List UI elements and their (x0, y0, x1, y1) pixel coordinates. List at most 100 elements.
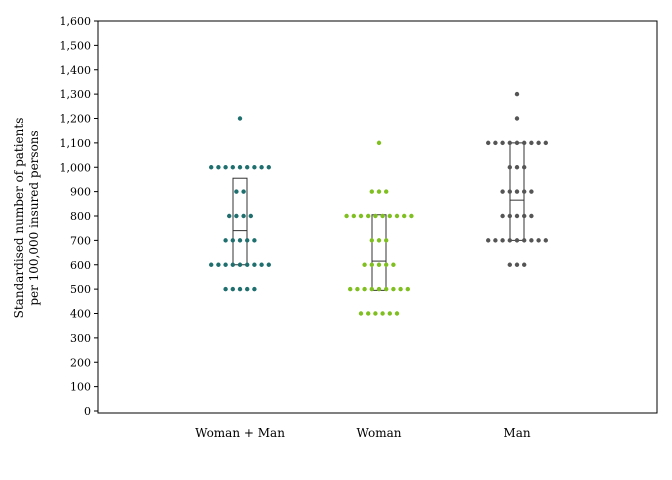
data-point (355, 286, 360, 292)
data-point (394, 213, 400, 219)
data-point (216, 262, 221, 267)
y-axis: 0 100 200 300 400 500 600 700 800 900 1,000 1,100 1,… (60, 15, 98, 418)
data-point (380, 311, 385, 316)
series-group (486, 91, 548, 267)
data-point (507, 213, 512, 219)
data-point (223, 238, 228, 243)
data-point (514, 189, 520, 194)
y-tick-label: 700 (70, 234, 91, 247)
y-tick-label: 0 (84, 405, 91, 418)
data-point (245, 238, 250, 243)
data-point (384, 262, 389, 267)
data-point (522, 189, 527, 194)
data-point (344, 213, 349, 219)
data-point (529, 140, 534, 146)
data-point (387, 213, 392, 219)
data-point (362, 262, 367, 267)
y-tick-label: 400 (70, 308, 91, 321)
data-point (409, 213, 414, 219)
data-point (234, 189, 239, 194)
data-point (529, 189, 534, 194)
y-tick-label: 600 (70, 259, 91, 272)
data-point (230, 238, 235, 243)
data-point (376, 262, 382, 267)
data-point (514, 213, 520, 219)
data-point (514, 91, 520, 97)
data-point (230, 165, 235, 170)
data-point (351, 213, 356, 219)
y-axis-title-line-1: Standardised number of patients (12, 118, 26, 319)
data-point (391, 262, 396, 267)
data-point (493, 238, 498, 243)
iqr-box (371, 214, 387, 291)
data-point (384, 238, 389, 243)
y-tick-label: 1,300 (60, 88, 92, 101)
data-point (348, 286, 353, 292)
data-point (391, 286, 396, 292)
data-point (522, 213, 527, 219)
data-point (266, 262, 271, 267)
data-point (369, 238, 374, 243)
data-point (384, 189, 389, 194)
data-point (514, 238, 520, 243)
data-point (522, 262, 527, 267)
x-axis: Woman + Man Woman Man (195, 426, 531, 440)
data-point (248, 213, 253, 219)
data-point (369, 286, 374, 292)
data-point (358, 311, 364, 316)
y-tick-label: 1,100 (60, 137, 92, 150)
data-point (486, 140, 491, 146)
data-point (373, 213, 378, 219)
data-point (376, 286, 382, 292)
data-point (227, 213, 232, 219)
data-point (486, 238, 491, 243)
data-point (266, 165, 271, 170)
data-point (376, 238, 382, 243)
data-point (507, 189, 512, 194)
data-point (402, 213, 407, 219)
data-point (500, 213, 505, 219)
data-point (493, 140, 498, 146)
data-point (366, 311, 371, 316)
x-category-label: Woman + Man (195, 426, 285, 440)
x-category-label: Woman (356, 426, 401, 440)
y-tick-label: 1,000 (60, 161, 92, 174)
data-point (522, 140, 527, 146)
data-point (507, 140, 512, 146)
data-point (223, 165, 228, 170)
data-point (500, 238, 505, 243)
data-point (536, 238, 541, 243)
series-layer (209, 91, 548, 316)
y-tick-label: 1,200 (60, 113, 92, 126)
data-point (514, 262, 520, 267)
data-point (369, 262, 374, 267)
y-axis-title-line-2: per 100,000 insured persons (27, 130, 41, 305)
data-point (237, 116, 243, 121)
data-point (543, 238, 548, 243)
data-point (500, 189, 505, 194)
data-point (245, 262, 250, 267)
data-point (405, 286, 410, 292)
data-point (245, 286, 250, 292)
data-point (500, 140, 505, 146)
data-point (373, 311, 378, 316)
plot-frame (97, 20, 658, 414)
data-point (234, 213, 239, 219)
data-point (223, 286, 228, 292)
data-point (237, 262, 243, 267)
y-tick-label: 500 (70, 283, 91, 296)
data-point (252, 286, 257, 292)
data-point (394, 311, 400, 316)
data-point (507, 165, 512, 170)
data-point (209, 165, 214, 170)
data-point (209, 262, 214, 267)
series-group (344, 140, 414, 316)
x-category-label: Man (503, 426, 530, 440)
data-point (507, 238, 512, 243)
data-point (223, 262, 228, 267)
y-tick-label: 800 (70, 210, 91, 223)
y-tick-label: 200 (70, 356, 91, 369)
data-point (522, 165, 527, 170)
data-point (259, 165, 264, 170)
